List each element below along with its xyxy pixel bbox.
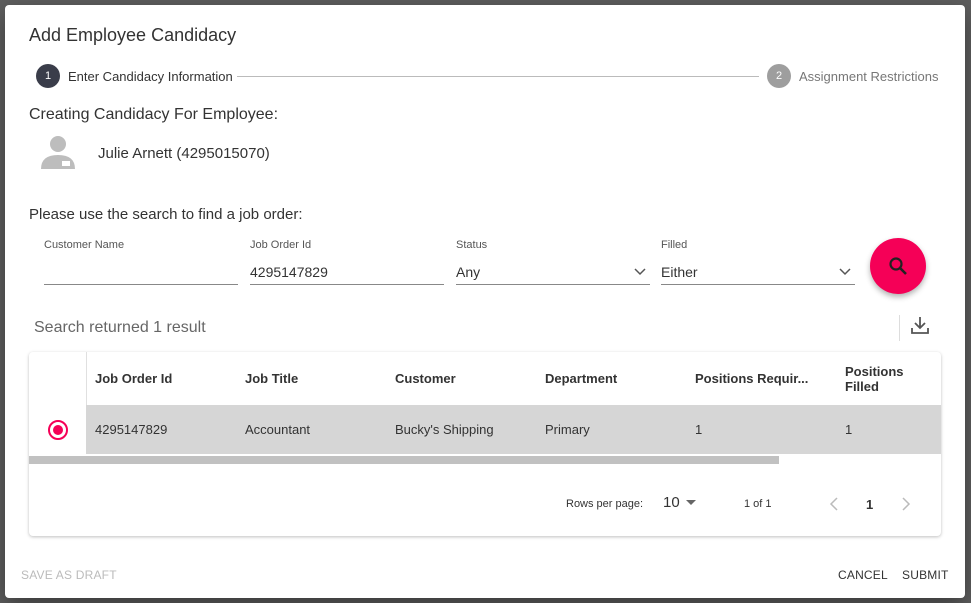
save-as-draft-button[interactable]: SAVE AS DRAFT xyxy=(21,568,117,582)
employee-badge-icon xyxy=(41,136,75,169)
chevron-down-icon xyxy=(634,267,646,275)
status-select[interactable]: Status Any xyxy=(456,239,650,285)
page-range: 1 of 1 xyxy=(744,498,772,510)
rows-per-page-label: Rows per page: xyxy=(566,498,644,510)
column-header[interactable]: Job Order Id xyxy=(95,371,173,386)
job-order-id-input[interactable]: 4295147829 xyxy=(250,263,328,280)
chevron-down-icon xyxy=(839,267,851,275)
export-button[interactable] xyxy=(899,315,930,341)
field-label: Customer Name xyxy=(44,239,125,251)
rows-per-page-select[interactable]: 10 xyxy=(663,494,696,511)
cell: Bucky's Shipping xyxy=(395,422,494,437)
caret-down-icon xyxy=(685,499,696,505)
filled-value: Either xyxy=(661,263,698,280)
radio-dot xyxy=(53,425,63,435)
results-summary: Search returned 1 result xyxy=(34,319,206,336)
job-order-id-field[interactable]: Job Order Id 4295147829 xyxy=(250,239,444,285)
column-header[interactable]: Positions Filled xyxy=(845,363,904,394)
column-divider xyxy=(86,352,87,454)
cell: 1 xyxy=(695,422,703,437)
rows-per-page-value: 10 xyxy=(663,494,680,511)
submit-button[interactable]: SUBMIT xyxy=(902,568,949,582)
download-icon xyxy=(911,317,929,334)
column-header[interactable]: Department xyxy=(545,371,618,386)
step-connector xyxy=(237,76,759,77)
status-value: Any xyxy=(456,263,481,280)
customer-name-field[interactable]: Customer Name xyxy=(44,239,238,285)
chevron-left-icon[interactable] xyxy=(829,497,839,511)
employee-heading: Creating Candidacy For Employee: xyxy=(29,106,279,123)
field-label: Job Order Id xyxy=(250,239,312,251)
cell: 4295147829 xyxy=(95,422,168,437)
results-table: Job Order Id Job Title Customer Departme… xyxy=(29,352,941,536)
row-radio[interactable] xyxy=(48,420,68,440)
column-header[interactable]: Positions Requir... xyxy=(695,371,809,386)
cell: 1 xyxy=(845,422,853,437)
field-label: Filled xyxy=(661,239,688,251)
chevron-right-icon[interactable] xyxy=(901,497,911,511)
search-icon xyxy=(889,257,907,275)
current-page[interactable]: 1 xyxy=(866,497,874,512)
employee-name: Julie Arnett (4295015070) xyxy=(98,145,270,162)
column-header[interactable]: Customer xyxy=(395,371,456,386)
search-prompt: Please use the search to find a job orde… xyxy=(29,206,303,223)
step-label: Assignment Restrictions xyxy=(799,68,939,84)
cell: Accountant xyxy=(245,422,311,437)
step-label: Enter Candidacy Information xyxy=(68,68,233,84)
horizontal-scrollbar[interactable] xyxy=(29,456,779,464)
step-2: 2 Assignment Restrictions xyxy=(767,64,938,88)
filled-select[interactable]: Filled Either xyxy=(661,239,855,285)
step-1: 1 Enter Candidacy Information xyxy=(36,64,233,88)
dialog-title: Add Employee Candidacy xyxy=(29,25,237,45)
cell: Primary xyxy=(545,422,590,437)
search-button[interactable] xyxy=(870,238,926,294)
field-label: Status xyxy=(456,239,488,251)
column-header[interactable]: Job Title xyxy=(245,371,299,386)
add-candidacy-dialog: Add Employee Candidacy 1 Enter Candidacy… xyxy=(5,5,965,598)
cancel-button[interactable]: CANCEL xyxy=(838,568,888,582)
step-number: 2 xyxy=(767,64,791,88)
step-number: 1 xyxy=(36,64,60,88)
table-row[interactable] xyxy=(29,405,941,454)
